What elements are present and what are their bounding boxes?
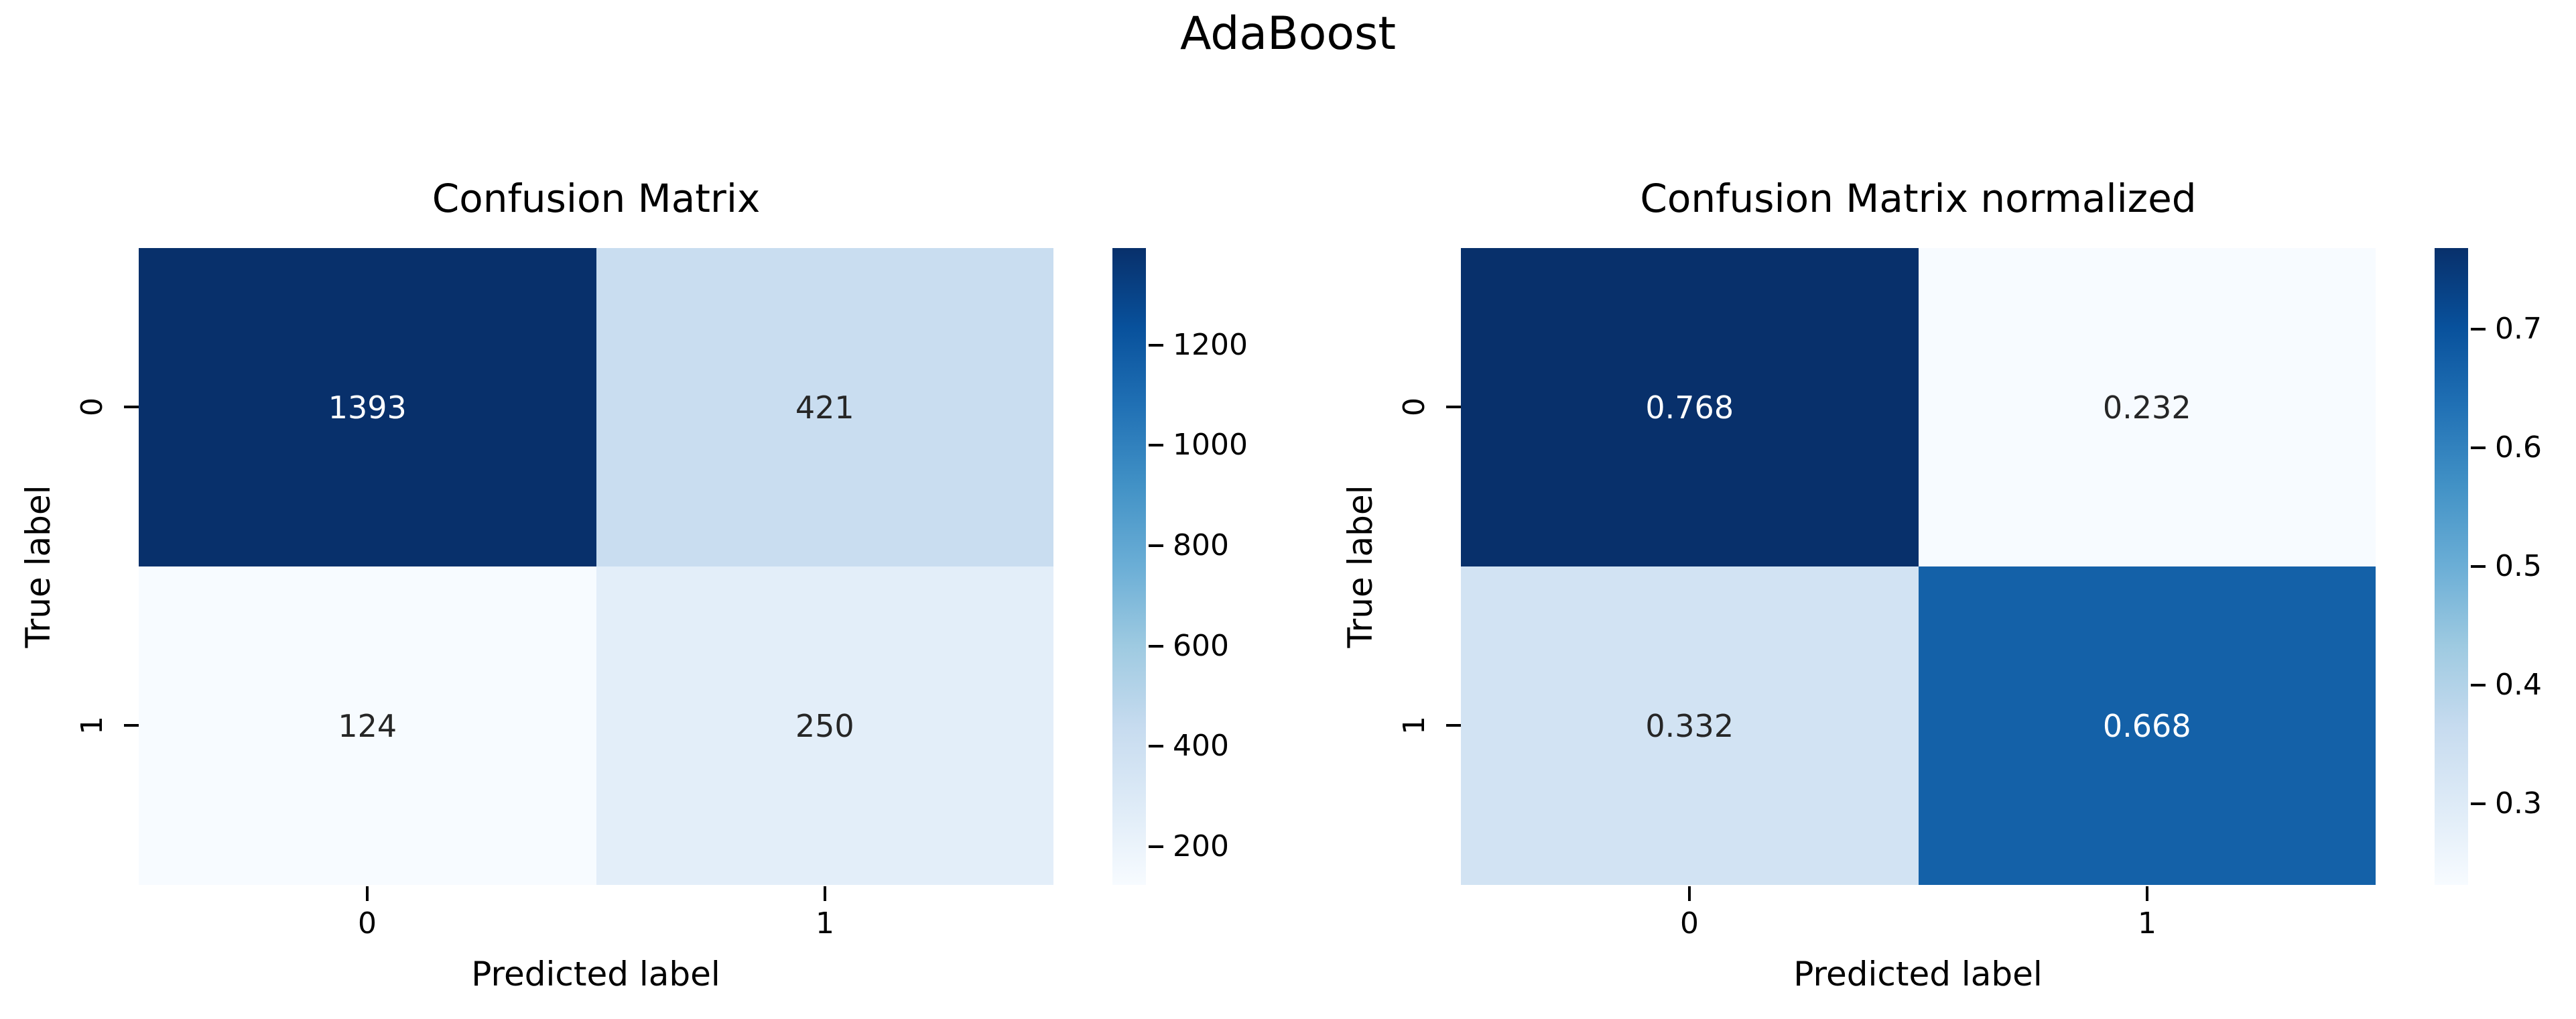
left-cell-r0c0: 1393 (139, 248, 596, 566)
left-cell-r1c1: 250 (596, 566, 1053, 885)
left-cbtick-label-1: 1000 (1173, 428, 1248, 462)
left-xlabel: Predicted label (471, 955, 720, 994)
right-cell-r1c1: 0.668 (1918, 566, 2376, 885)
left-axes-title: Confusion Matrix (432, 176, 761, 221)
right-ytick-mark-1 (1446, 724, 1461, 727)
left-cbtick-label-4: 400 (1173, 729, 1229, 763)
left-colorbar (1112, 248, 1146, 885)
left-cell-r0c1: 421 (596, 248, 1053, 566)
left-heatmap: 1393 421 124 250 (139, 248, 1053, 885)
right-colorbar (2435, 248, 2468, 885)
right-ytick-mark-0 (1446, 406, 1461, 408)
left-cbtick-mark-0 (1149, 344, 1163, 347)
right-xtick-label-1: 1 (2138, 906, 2156, 941)
right-cell-r0c1: 0.232 (1918, 248, 2376, 566)
right-cell-r1c0: 0.332 (1461, 566, 1919, 885)
left-cbtick-mark-4 (1149, 745, 1163, 747)
left-cbtick-mark-1 (1149, 444, 1163, 446)
figure-suptitle: AdaBoost (1179, 7, 1397, 60)
right-xtick-label-0: 0 (1680, 906, 1699, 941)
left-cbtick-label-3: 600 (1173, 629, 1229, 663)
right-ylabel: True label (1341, 485, 1380, 648)
right-cbtick-label-4: 0.3 (2495, 786, 2542, 821)
left-xtick-mark-1 (824, 886, 826, 901)
left-cbtick-mark-2 (1149, 544, 1163, 547)
left-ytick-label-1: 1 (75, 716, 109, 735)
right-xtick-mark-0 (1688, 886, 1691, 901)
right-cell-r0c0: 0.768 (1461, 248, 1919, 566)
right-cbtick-mark-1 (2471, 446, 2486, 449)
right-ytick-label-0: 0 (1397, 398, 1431, 416)
left-xtick-label-1: 1 (816, 906, 834, 941)
left-ytick-mark-1 (124, 724, 139, 727)
left-cbtick-label-2: 800 (1173, 528, 1229, 562)
right-cbtick-mark-3 (2471, 684, 2486, 686)
left-cbtick-mark-3 (1149, 645, 1163, 648)
right-heatmap: 0.768 0.232 0.332 0.668 (1461, 248, 2376, 885)
left-xtick-mark-0 (366, 886, 369, 901)
right-cbtick-label-2: 0.5 (2495, 549, 2542, 583)
right-xlabel: Predicted label (1793, 955, 2043, 994)
right-cbtick-mark-0 (2471, 328, 2486, 331)
right-cbtick-label-3: 0.4 (2495, 668, 2542, 702)
right-cbtick-mark-4 (2471, 802, 2486, 805)
left-cell-r1c0: 124 (139, 566, 596, 885)
right-xtick-mark-1 (2146, 886, 2148, 901)
left-ylabel: True label (19, 485, 58, 648)
right-cbtick-label-1: 0.6 (2495, 430, 2542, 465)
right-axes-title: Confusion Matrix normalized (1640, 176, 2197, 221)
left-xtick-label-0: 0 (358, 906, 377, 941)
right-cbtick-label-0: 0.7 (2495, 312, 2542, 346)
right-cbtick-mark-2 (2471, 565, 2486, 568)
left-ytick-label-0: 0 (75, 398, 109, 416)
left-cbtick-mark-5 (1149, 845, 1163, 848)
left-cbtick-label-5: 200 (1173, 829, 1229, 863)
right-ytick-label-1: 1 (1397, 716, 1431, 735)
left-cbtick-label-0: 1200 (1173, 328, 1248, 362)
left-ytick-mark-0 (124, 406, 139, 408)
